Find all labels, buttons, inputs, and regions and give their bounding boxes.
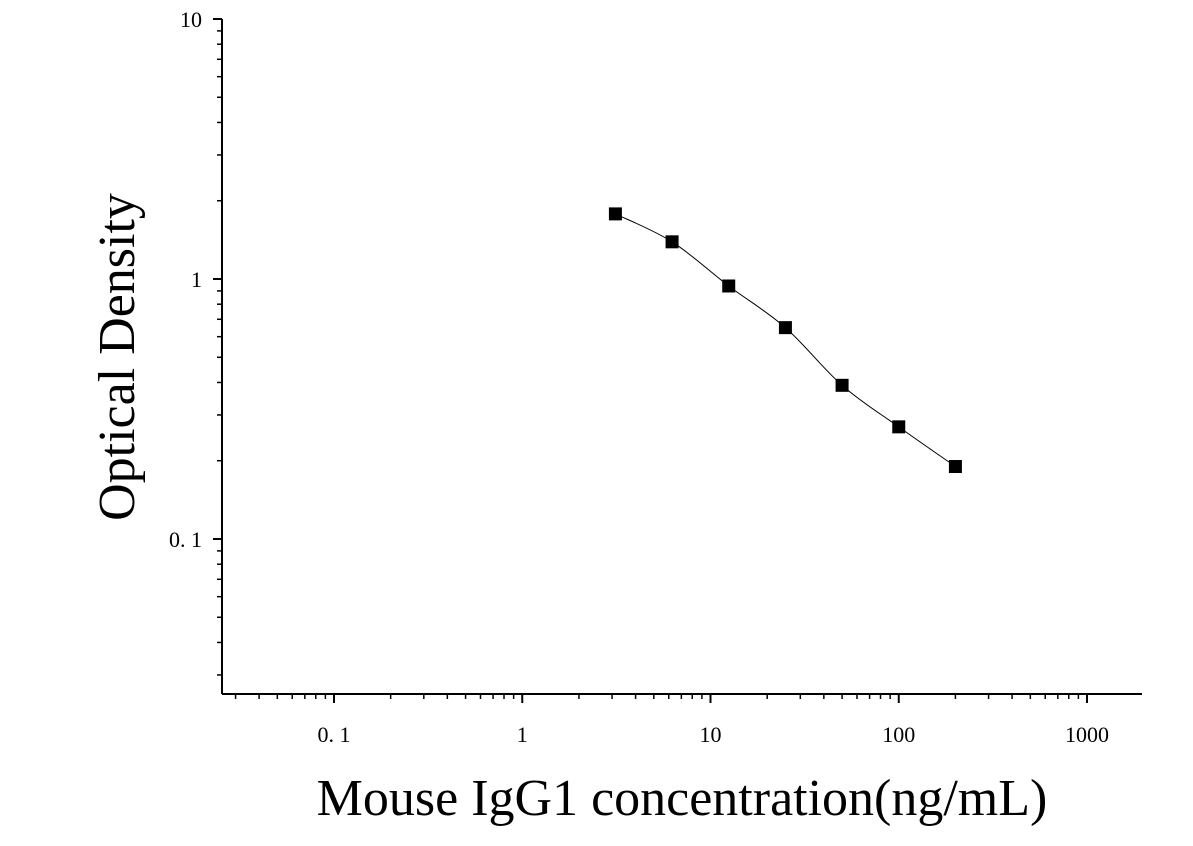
- axes: [221, 19, 1142, 695]
- data-point-marker: [665, 235, 679, 249]
- tick-marks: [213, 18, 1088, 703]
- data-points: [608, 207, 962, 474]
- tick-labels: 0. 1 1 10 100 1000 0. 1 1 10: [169, 7, 1109, 747]
- data-point-marker: [722, 279, 736, 293]
- x-tick-label: 10: [700, 722, 722, 747]
- data-point-marker: [835, 378, 849, 392]
- x-tick-label: 0. 1: [318, 722, 351, 747]
- data-point-marker: [608, 207, 622, 221]
- x-tick-label: 1: [517, 722, 528, 747]
- y-tick-label: 10: [180, 7, 202, 32]
- x-tick-label: 1000: [1065, 722, 1109, 747]
- data-point-marker: [892, 420, 906, 434]
- data-point-marker: [948, 460, 962, 474]
- y-tick-label: 0. 1: [169, 527, 202, 552]
- data-point-marker: [778, 321, 792, 335]
- y-tick-label: 1: [191, 267, 202, 292]
- x-tick-label: 100: [882, 722, 915, 747]
- x-axis-title: Mouse IgG1 concentration(ng/mL): [317, 770, 1048, 827]
- y-axis-title: Optical Density: [89, 193, 146, 521]
